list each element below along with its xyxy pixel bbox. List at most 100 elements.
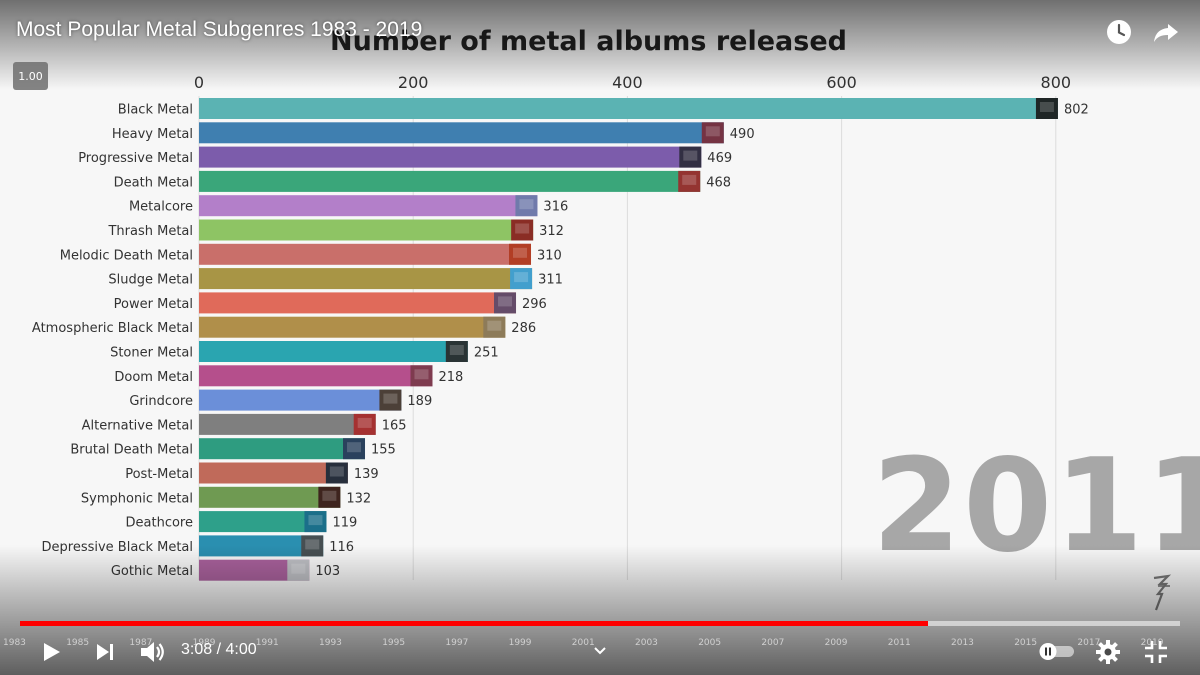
value-label: 218 — [438, 370, 463, 385]
album-thumbnail — [701, 122, 724, 144]
value-label: 310 — [537, 248, 562, 263]
category-label: Stoner Metal — [110, 346, 193, 361]
bar — [199, 511, 327, 533]
category-label: Symphonic Metal — [81, 491, 193, 506]
category-label: Atmospheric Black Metal — [32, 321, 193, 336]
album-thumbnail — [445, 341, 468, 362]
bar — [199, 486, 341, 508]
value-label: 139 — [354, 467, 379, 482]
bar — [199, 170, 701, 192]
bar-row: Death Metal 468 — [114, 170, 731, 192]
album-thumbnail-detail — [383, 393, 398, 404]
watch-later-button[interactable] — [1103, 16, 1135, 48]
exit-fullscreen-icon — [1145, 641, 1167, 663]
seek-year-label: 1983 — [3, 638, 26, 648]
bar-row: Post-Metal 139 — [125, 462, 379, 484]
bar — [199, 438, 366, 460]
value-label: 490 — [730, 127, 755, 142]
value-label: 312 — [539, 224, 564, 239]
value-label: 165 — [382, 418, 407, 433]
x-tick-label: 600 — [826, 73, 857, 92]
album-thumbnail-detail — [519, 199, 534, 210]
bar-row: Black Metal 802 — [118, 98, 1089, 119]
album-thumbnail-detail — [308, 515, 323, 526]
album-thumbnail-detail — [515, 223, 530, 234]
x-tick-label: 400 — [612, 73, 643, 92]
seek-year-label: 2007 — [761, 638, 785, 648]
album-thumbnail — [343, 438, 366, 460]
autoplay-toggle[interactable] — [1038, 639, 1076, 663]
bar — [199, 462, 348, 484]
bar — [199, 219, 534, 241]
progress-bar[interactable] — [20, 621, 1180, 626]
value-label: 132 — [346, 491, 371, 506]
bar-row: Power Metal 296 — [114, 292, 547, 314]
play-button[interactable] — [34, 636, 68, 668]
category-label: Gothic Metal — [111, 564, 193, 579]
album-thumbnail-detail — [683, 150, 698, 161]
album-thumbnail — [483, 316, 506, 338]
bar-row: Gothic Metal 103 — [111, 559, 340, 581]
category-label: Post-Metal — [125, 467, 193, 482]
playback-speed-badge: 1.00 — [13, 62, 48, 90]
bar — [199, 365, 433, 387]
album-thumbnail — [304, 511, 327, 533]
album-thumbnail — [511, 219, 534, 241]
category-label: Sludge Metal — [108, 273, 193, 288]
album-thumbnail-detail — [414, 369, 429, 380]
category-label: Depressive Black Metal — [42, 540, 194, 555]
total-time: 4:00 — [225, 641, 257, 658]
seek-year-label: 1993 — [319, 638, 342, 648]
category-label: Brutal Death Metal — [70, 443, 193, 458]
seek-year-label: 2003 — [635, 638, 658, 648]
album-thumbnail-detail — [487, 320, 502, 331]
video-title[interactable]: Most Popular Metal Subgenres 1983 - 2019 — [16, 18, 423, 41]
volume-icon — [141, 642, 164, 662]
value-label: 802 — [1064, 103, 1089, 118]
chapter-chevron-button[interactable] — [588, 638, 612, 662]
x-tick-label: 200 — [398, 73, 429, 92]
category-label: Melodic Death Metal — [60, 248, 193, 263]
value-label: 119 — [332, 516, 357, 531]
x-tick-label: 0 — [194, 73, 204, 92]
volume-button[interactable] — [134, 636, 170, 668]
bar-row: Progressive Metal 469 — [78, 146, 732, 168]
category-label: Deathcore — [126, 516, 193, 531]
album-thumbnail-detail — [514, 272, 529, 283]
bar-row: Doom Metal 218 — [114, 365, 463, 387]
value-label: 311 — [538, 273, 563, 288]
value-label: 469 — [707, 151, 732, 166]
bar-row: Metalcore 316 — [129, 195, 568, 217]
album-thumbnail-detail — [682, 174, 697, 185]
bar — [199, 413, 376, 435]
album-thumbnail-detail — [305, 539, 320, 550]
seek-year-label: 1999 — [508, 638, 532, 648]
time-separator: / — [212, 641, 226, 658]
category-label: Alternative Metal — [82, 418, 193, 433]
bar — [199, 195, 538, 217]
bar — [199, 122, 724, 144]
album-thumbnail — [353, 413, 376, 435]
share-button[interactable] — [1150, 16, 1182, 48]
bar — [199, 268, 533, 290]
channel-logo-icon — [1153, 574, 1172, 611]
bar — [199, 292, 517, 314]
settings-button[interactable] — [1092, 636, 1124, 668]
album-thumbnail — [679, 146, 702, 168]
exit-fullscreen-button[interactable] — [1140, 636, 1172, 668]
next-button[interactable] — [90, 636, 120, 668]
bar-row: Grindcore 189 — [129, 389, 432, 411]
category-label: Heavy Metal — [112, 127, 193, 142]
album-thumbnail-detail — [357, 417, 372, 428]
album-thumbnail — [379, 389, 402, 411]
category-label: Thrash Metal — [107, 224, 193, 239]
album-thumbnail-detail — [513, 247, 528, 258]
value-label: 116 — [329, 540, 354, 555]
clock-icon — [1107, 20, 1131, 44]
progress-played — [20, 621, 929, 626]
bar — [199, 146, 702, 168]
album-thumbnail — [494, 292, 517, 314]
album-thumbnail — [410, 365, 433, 387]
bar-row: Atmospheric Black Metal 286 — [32, 316, 536, 338]
